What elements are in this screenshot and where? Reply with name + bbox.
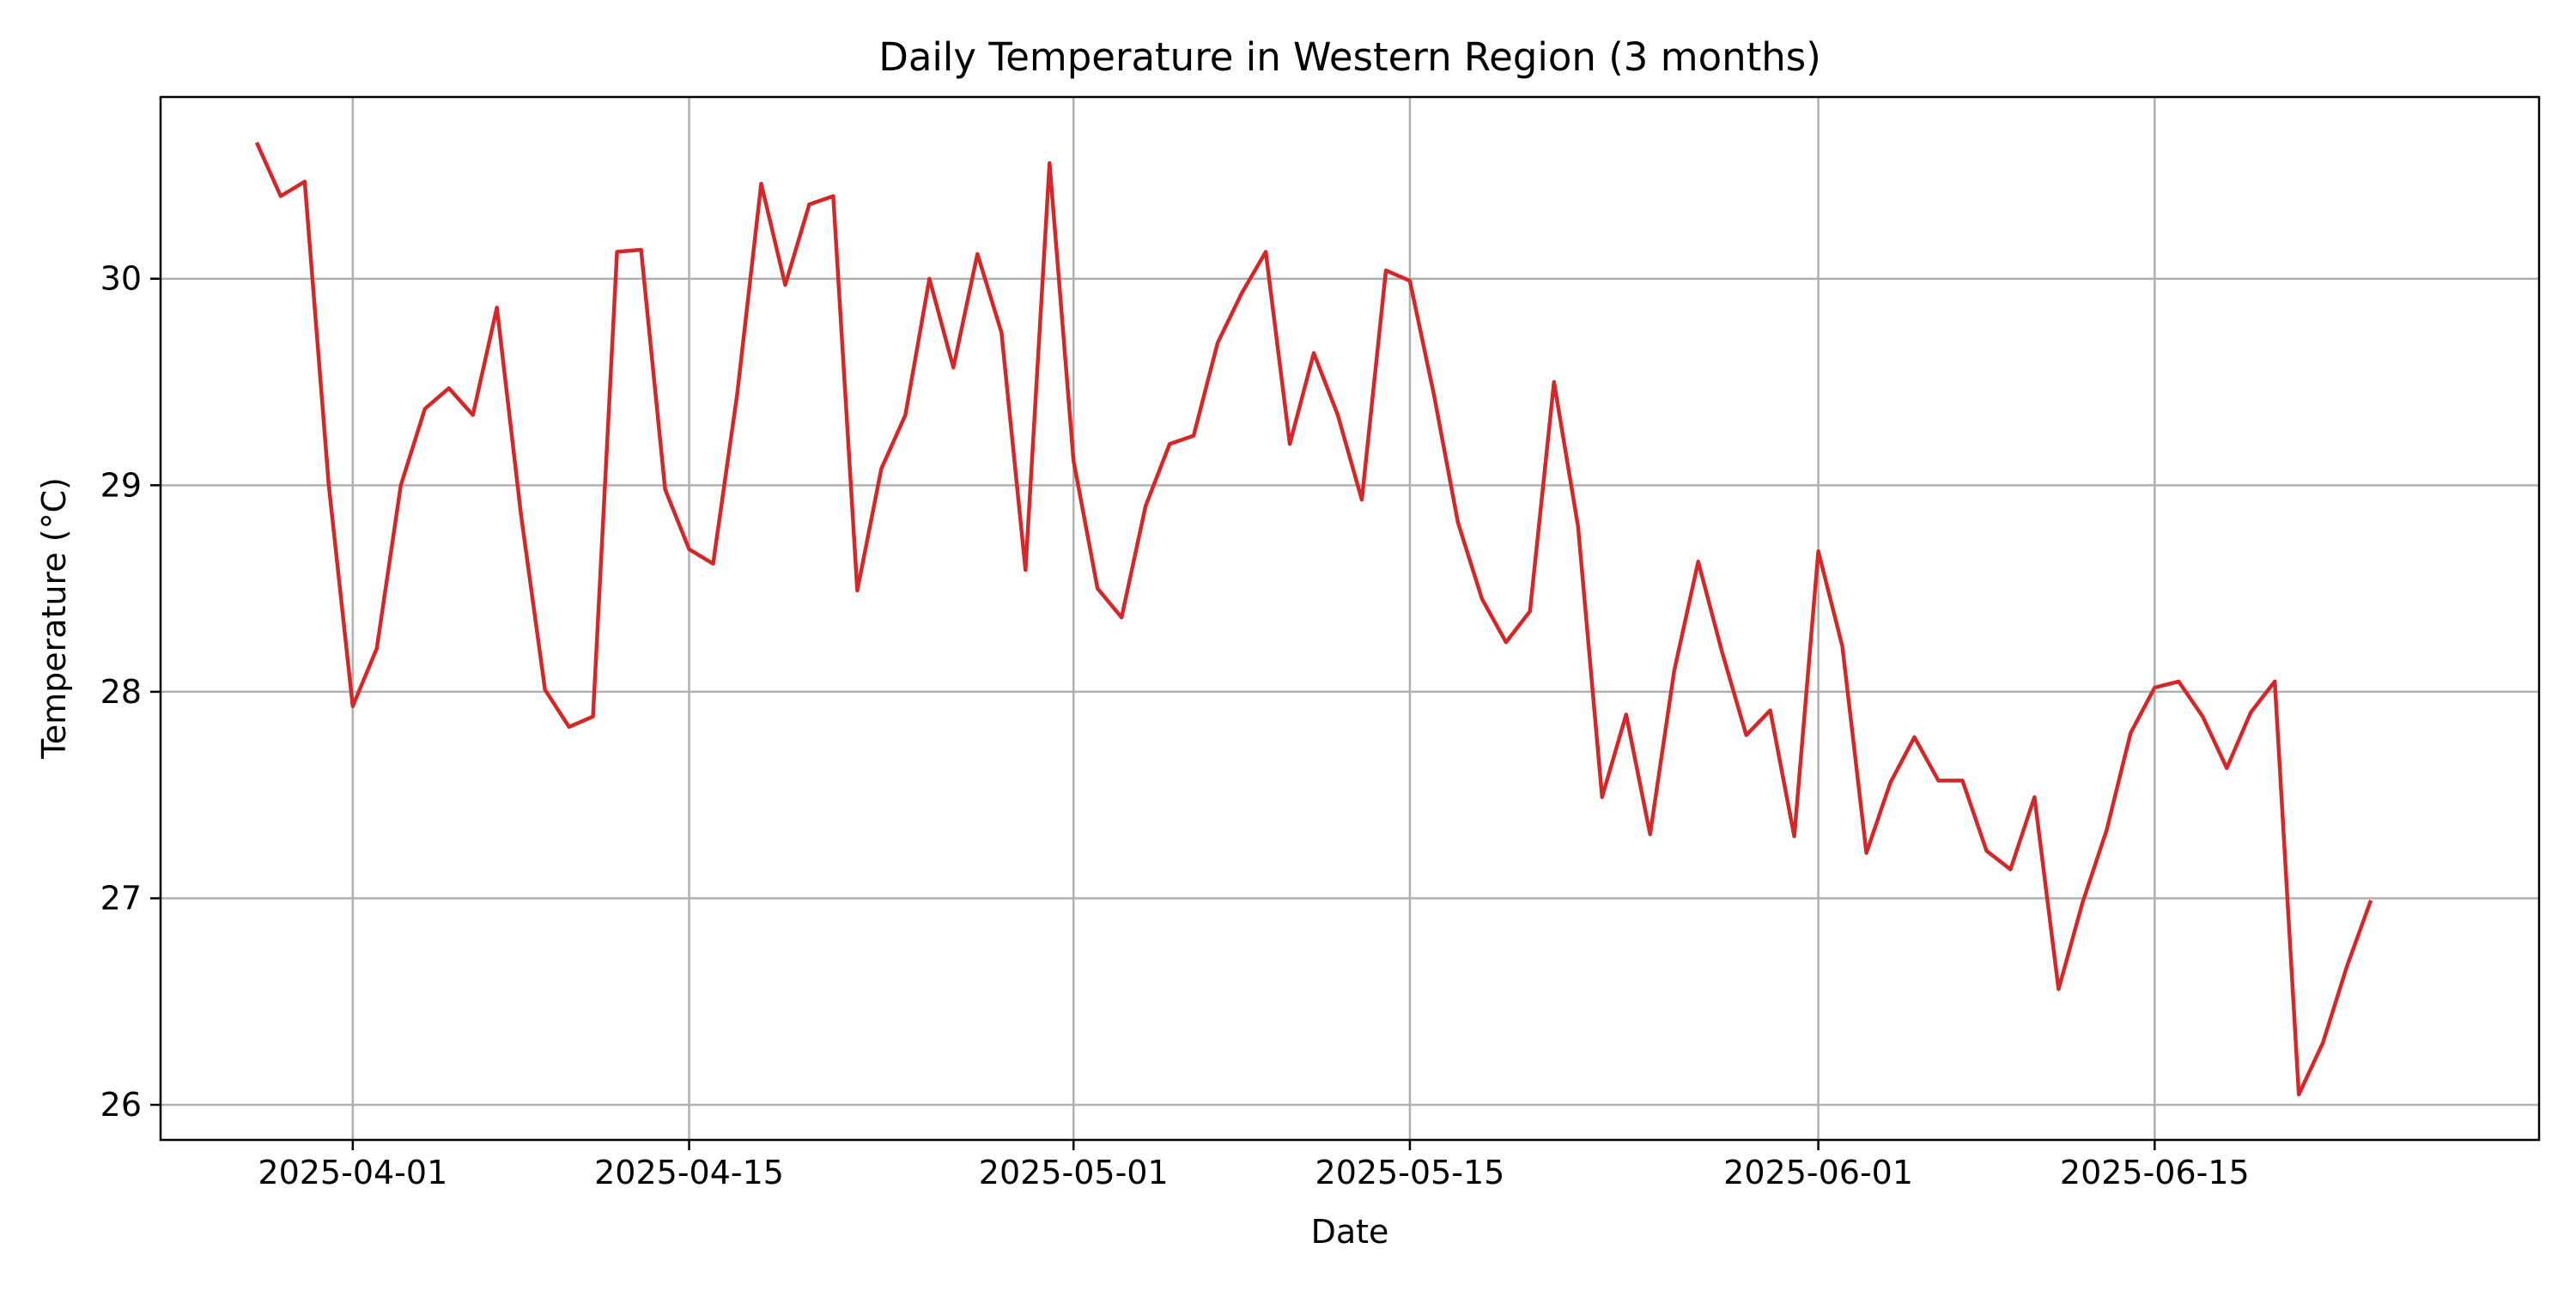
y-tick-label: 28 [100, 673, 142, 711]
x-axis-ticks: 2025-04-01 2025-04-15 2025-05-01 2025-05-15… [258, 1140, 2250, 1191]
y-axis-ticks: 26 27 28 29 30 [100, 260, 161, 1124]
x-tick-label: 2025-04-15 [594, 1154, 784, 1191]
x-tick-label: 2025-04-01 [258, 1154, 447, 1191]
x-tick-label: 2025-06-01 [1723, 1154, 1913, 1191]
grid-lines [161, 97, 2539, 1140]
y-tick-label: 26 [100, 1086, 142, 1124]
series-line-temperature [254, 141, 2373, 1097]
x-axis-label: Date [1311, 1213, 1389, 1251]
x-tick-label: 2025-05-01 [979, 1154, 1169, 1191]
y-tick-label: 27 [100, 880, 142, 918]
series-layer [254, 141, 2373, 1097]
y-axis-label: Temperature (°C) [35, 477, 73, 760]
y-tick-label: 29 [100, 466, 142, 504]
x-tick-label: 2025-06-15 [2060, 1154, 2250, 1191]
y-tick-label: 30 [100, 260, 142, 298]
x-tick-label: 2025-05-15 [1315, 1154, 1505, 1191]
chart-title: Daily Temperature in Western Region (3 m… [878, 34, 1821, 80]
plot-frame [159, 95, 2541, 1142]
